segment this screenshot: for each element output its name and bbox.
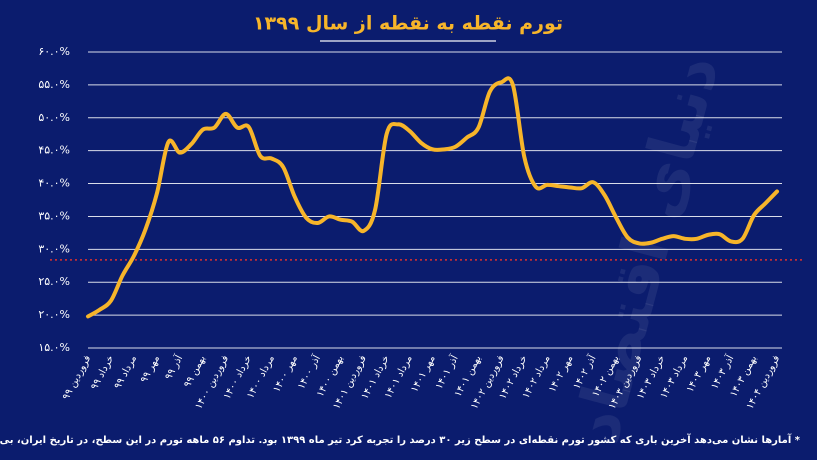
x-tick-label: فروردین ۹۹ (61, 353, 94, 401)
y-tick-label: ۵۵.۰% (38, 78, 70, 91)
y-tick-label: ۵۰.۰% (38, 111, 70, 124)
x-tick-label: آذر ۹۹ (161, 352, 185, 382)
y-tick-label: ۱۵.۰% (38, 341, 70, 354)
series-line (86, 76, 779, 319)
y-tick-label: ۴۵.۰% (38, 144, 70, 157)
y-tick-label: ۲۰.۰% (38, 308, 70, 321)
x-tick-label: مرداد ۹۹ (112, 354, 139, 391)
y-tick-label: ۶۰.۰% (38, 45, 70, 58)
y-tick-label: ۲۵.۰% (38, 275, 70, 288)
y-tick-label: ۳۰.۰% (38, 242, 70, 255)
y-tick-label: ۳۵.۰% (38, 209, 70, 222)
y-tick-label: ۴۰.۰% (38, 177, 70, 190)
footnote: * آمارها نشان می‌دهد آخرین باری که کشور … (0, 433, 801, 446)
chart-title: تورم نقطه به نقطه از سال ۱۳۹۹ (253, 13, 563, 35)
x-tick-label: مهر ۹۹ (139, 354, 163, 385)
title-underline (320, 40, 496, 42)
